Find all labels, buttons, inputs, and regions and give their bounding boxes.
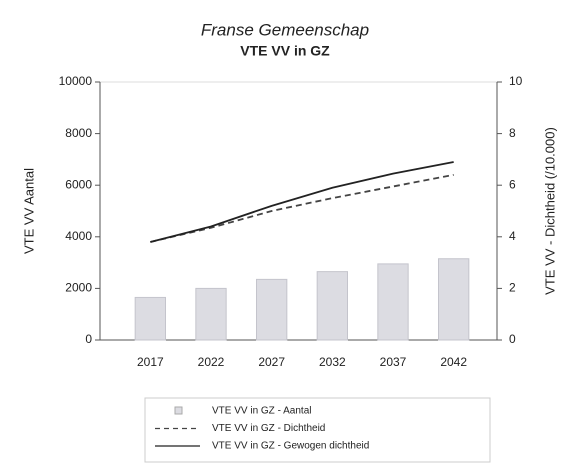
y2-tick-label: 2 [509,281,516,295]
x-tick-label: 2027 [258,355,285,369]
bar [134,296,167,341]
bar [438,258,470,341]
y2-tick-label: 6 [509,177,516,191]
y-tick-label: 2000 [65,281,92,295]
y2-tick-label: 10 [509,74,523,88]
legend-text: VTE VV in GZ - Dichtheid [212,423,325,434]
y-tick-label: 6000 [65,177,92,191]
bar [195,287,227,341]
x-tick-label: 2032 [319,355,346,369]
legend-text: VTE VV in GZ - Aantal [212,406,311,417]
chart-title: Franse Gemeenschap [201,20,369,39]
legend-frame [144,397,491,463]
chart-subtitle: VTE VV in GZ [240,43,330,59]
x-tick-label: 2042 [440,355,467,369]
y-tick-label: 10000 [59,74,93,88]
y2-axis-title: VTE VV - Dichtheid (/10.000) [542,127,557,295]
y2-tick-label: 0 [509,332,516,346]
y-tick-label: 0 [85,332,92,346]
x-tick-label: 2022 [198,355,225,369]
x-tick-label: 2017 [137,355,164,369]
bar [377,263,409,341]
y2-tick-label: 8 [509,126,516,140]
bar [316,271,348,341]
line [150,161,454,243]
legend-swatch [174,406,183,415]
y-tick-label: 4000 [65,229,92,243]
y-tick-label: 8000 [65,126,92,140]
line [150,173,454,243]
x-tick-label: 2037 [380,355,407,369]
y2-tick-label: 4 [509,229,516,243]
bar [256,278,288,341]
y-axis-title: VTE VV Aantal [21,168,36,254]
legend-text: VTE VV in GZ - Gewogen dichtheid [212,441,369,452]
